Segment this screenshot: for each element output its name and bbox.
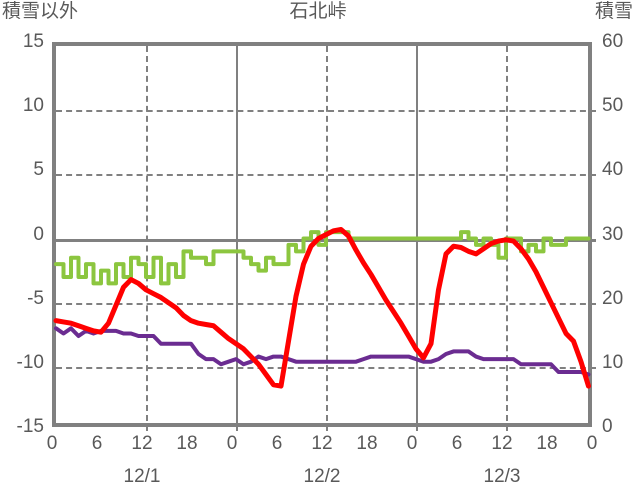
y-axis-tick-right: 30 (602, 223, 624, 245)
plot-area (52, 42, 596, 431)
y-axis-tick-left: 10 (22, 95, 44, 117)
x-axis-tick: 0 (406, 433, 418, 454)
x-axis-tick: 6 (271, 433, 283, 454)
left-axis-title: 積雪以外 (2, 1, 79, 22)
x-axis-day-label: 12/3 (483, 466, 521, 487)
right-axis-title: 積雪 (594, 1, 633, 22)
y-axis-tick-right: 40 (602, 159, 624, 181)
x-axis-tick: 6 (451, 433, 463, 454)
x-axis-tick: 12 (311, 433, 333, 454)
plot-inner (53, 46, 596, 431)
v-gridline-midday (146, 46, 148, 431)
y-axis-tick-left: -5 (27, 287, 44, 309)
x-axis-day-label: 12/1 (123, 466, 161, 487)
y-axis-tick-left: 15 (22, 31, 44, 52)
x-axis-tick: 6 (91, 433, 103, 454)
chart-title: 石北峠 (289, 1, 347, 22)
series-line (54, 230, 591, 286)
x-axis-tick: 0 (586, 433, 598, 454)
y-axis-tick-left: 5 (33, 159, 44, 181)
series-line (53, 227, 591, 389)
v-gridline-day-boundary (236, 46, 238, 431)
y-axis-tick-right: 10 (602, 351, 624, 373)
x-axis-tick: 12 (491, 433, 513, 454)
y-axis-tick-right: 20 (602, 287, 624, 309)
y-axis-tick-right: 60 (602, 31, 624, 52)
series-line (54, 326, 591, 377)
series-layer (53, 227, 591, 389)
y-axis-tick-right: 50 (602, 95, 624, 117)
x-axis-tick: 18 (536, 433, 558, 454)
x-axis-day-label: 12/2 (303, 466, 341, 487)
y-axis-tick-left: -10 (16, 351, 44, 373)
x-axis-tick: 12 (131, 433, 153, 454)
y-axis-tick-right: 0 (602, 416, 613, 437)
x-axis-tick: 18 (176, 433, 198, 454)
x-axis-tick: 18 (356, 433, 378, 454)
y-axis-tick-left: 0 (33, 223, 44, 245)
y-axis-tick-left: -15 (16, 416, 44, 437)
x-axis-tick: 0 (226, 433, 238, 454)
x-axis-tick: 0 (46, 433, 58, 454)
